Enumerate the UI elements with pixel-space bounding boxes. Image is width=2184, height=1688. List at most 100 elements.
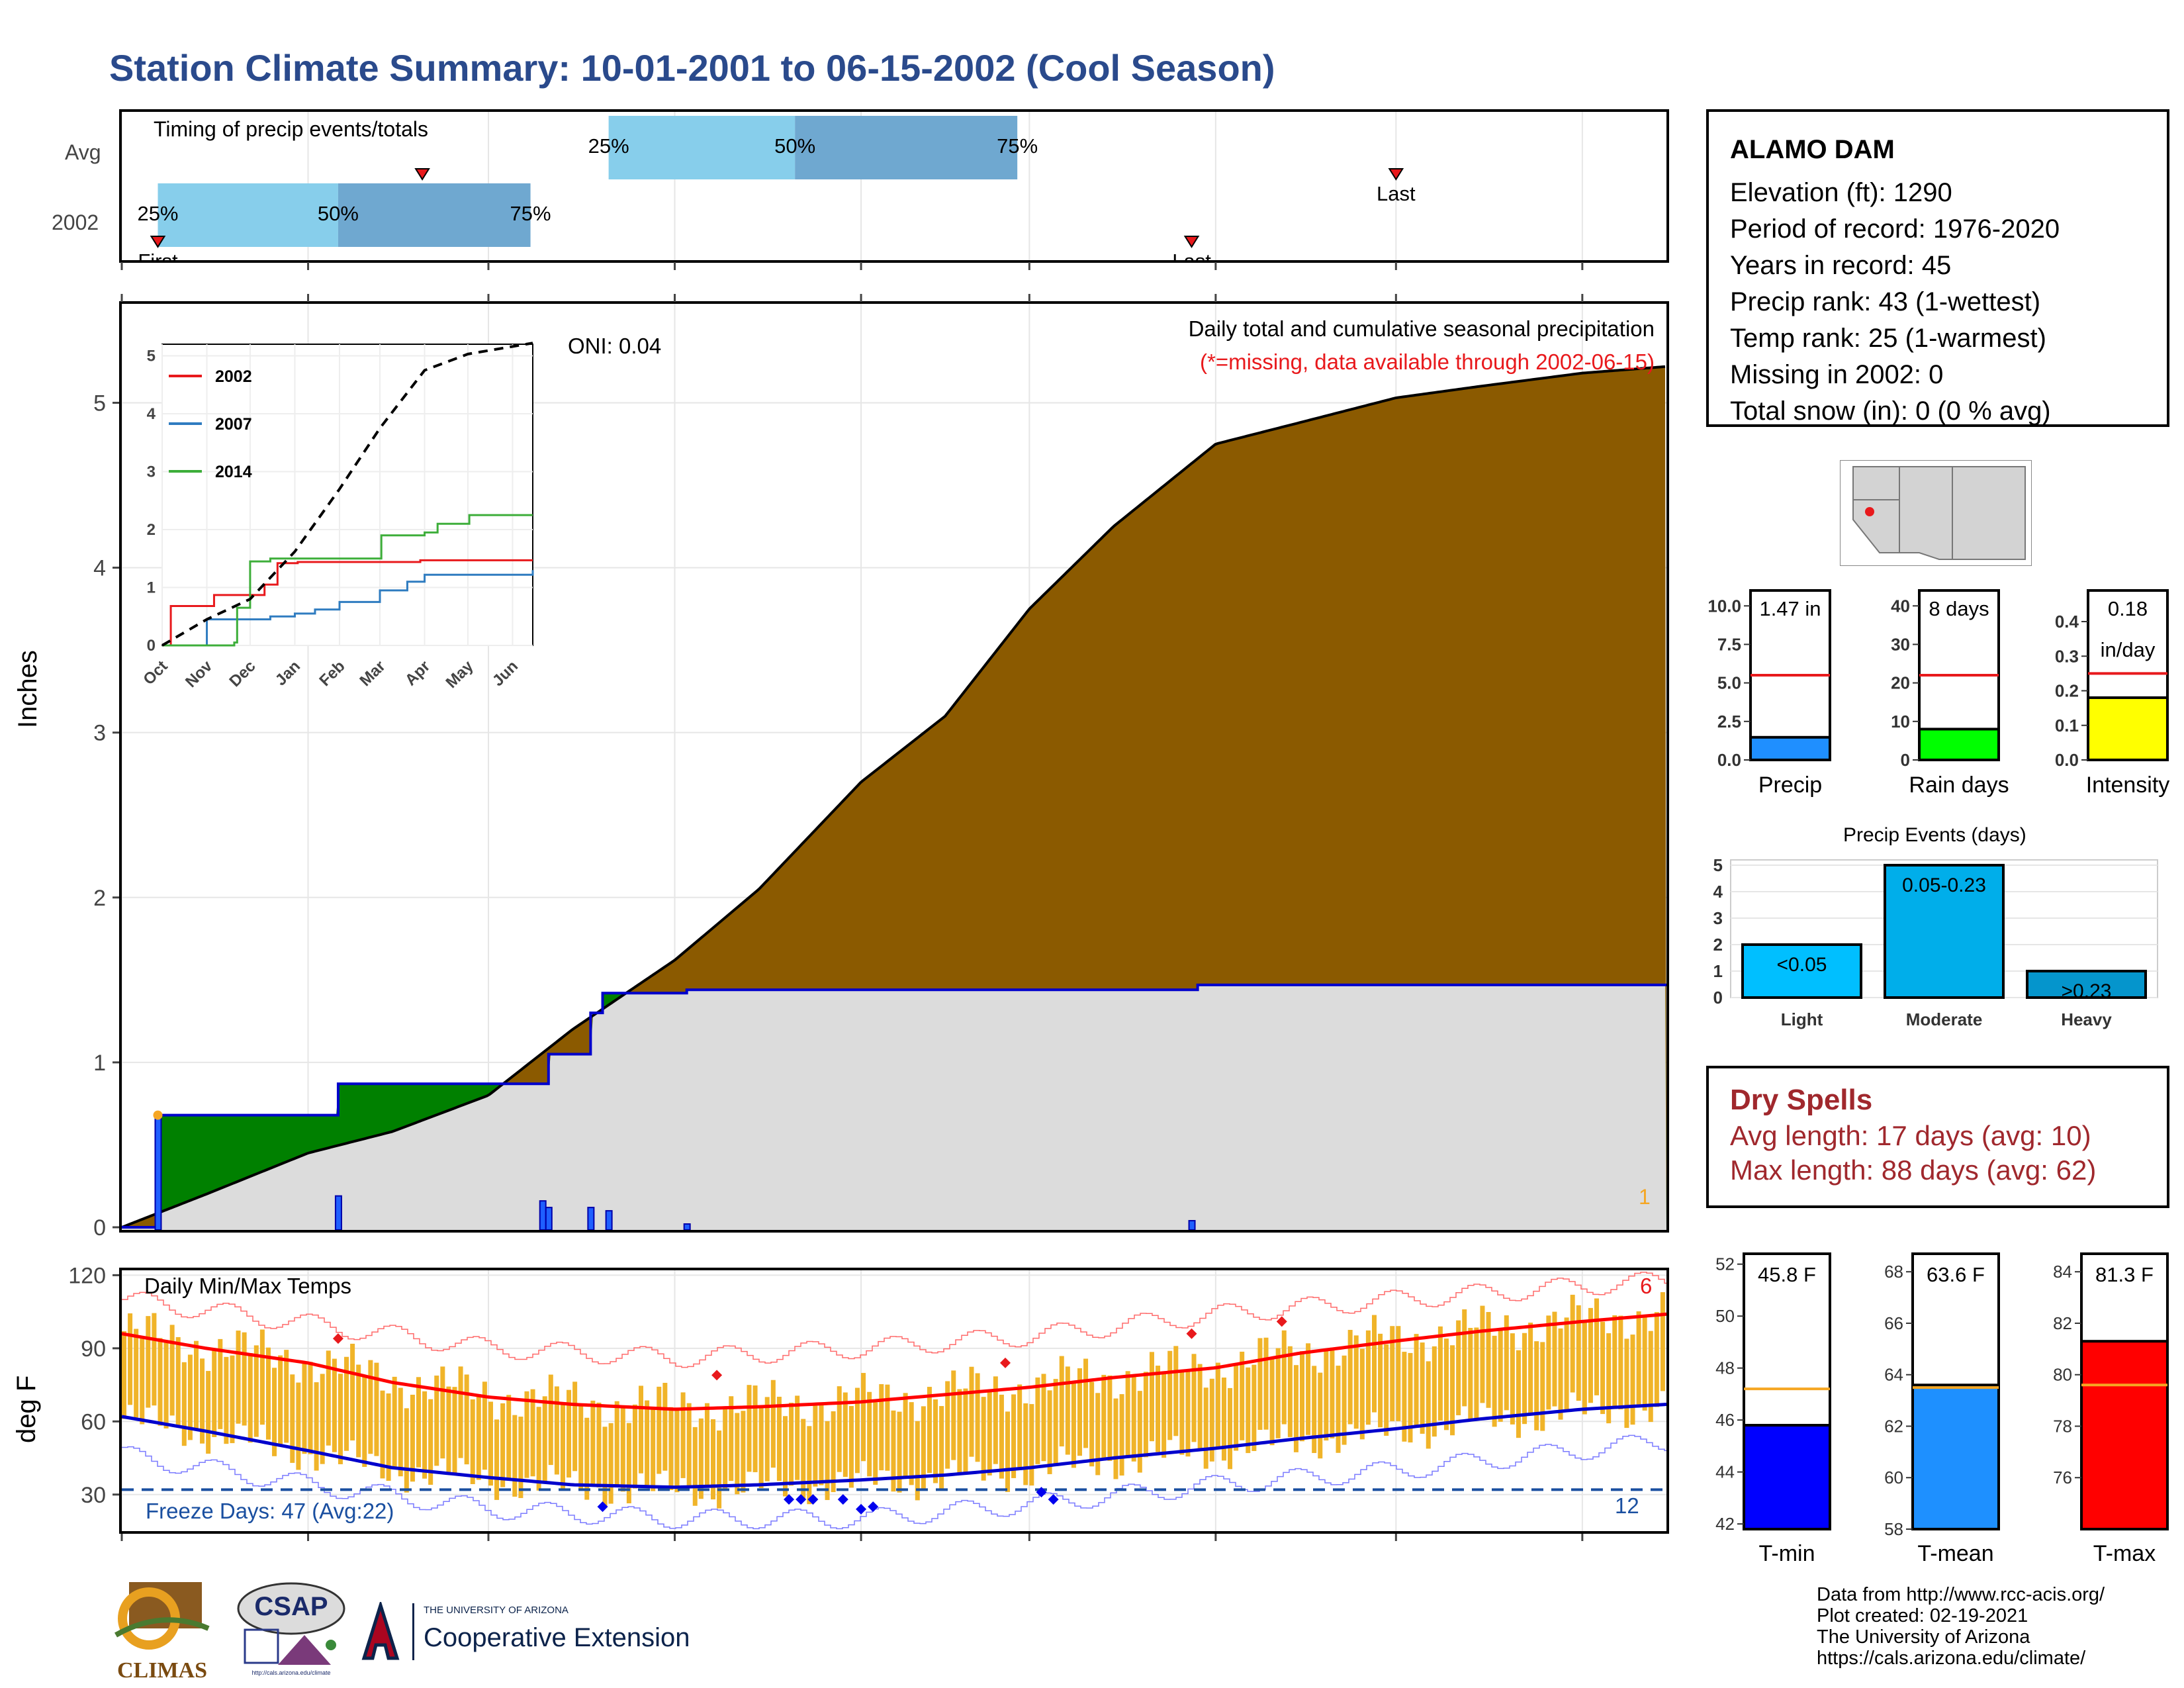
temp-daily-bar bbox=[470, 1399, 475, 1484]
temp-daily-bar bbox=[1167, 1350, 1173, 1440]
ua-small-text: THE UNIVERSITY OF ARIZONA bbox=[424, 1605, 569, 1616]
footer-university: The University of Arizona bbox=[1817, 1626, 2030, 1648]
temp-daily-bar bbox=[1347, 1330, 1353, 1425]
temp-daily-bar bbox=[1624, 1338, 1629, 1429]
precip-missing-note: (*=missing, data available through 2002-… bbox=[1199, 350, 1655, 374]
temp-daily-bar bbox=[506, 1395, 512, 1481]
station-info-panel: ALAMO DAM Elevation (ft): 1290 Period of… bbox=[1706, 109, 2169, 427]
temp-daily-bar bbox=[380, 1390, 385, 1479]
temp-daily-bar bbox=[662, 1383, 668, 1471]
inset-frame bbox=[161, 344, 533, 646]
temp-daily-bar bbox=[1221, 1378, 1226, 1461]
temp-daily-bar bbox=[500, 1403, 506, 1487]
temp-daily-bar bbox=[776, 1397, 782, 1481]
events-y-tick: 5 bbox=[1713, 855, 1723, 875]
temp-record-low-marker bbox=[868, 1501, 879, 1513]
temp-daily-bar bbox=[1390, 1326, 1395, 1421]
temp-daily-bar bbox=[1462, 1309, 1467, 1407]
temp-daily-bar bbox=[873, 1402, 878, 1485]
station-precip-rank: Precip rank: 43 (1-wettest) bbox=[1730, 287, 2041, 316]
precip-y-tick: 2 bbox=[93, 886, 106, 911]
temp-gauge-tick-label: 82 bbox=[2053, 1313, 2072, 1333]
temp-daily-bar bbox=[1426, 1361, 1431, 1449]
temp-record-high-marker bbox=[1000, 1357, 1011, 1368]
temp-record-low-marker bbox=[1036, 1487, 1047, 1498]
ua-a-logo bbox=[361, 1599, 400, 1660]
gauge-tick-label: 0.0 bbox=[1717, 750, 1741, 770]
temp-daily-bar bbox=[1588, 1307, 1593, 1403]
temp-daily-bar bbox=[128, 1313, 133, 1405]
temp-daily-bar bbox=[1618, 1315, 1623, 1410]
temp-daily-bar bbox=[488, 1401, 493, 1486]
temp-gauge-tick-label: 52 bbox=[1715, 1254, 1735, 1274]
events-y-tick: 3 bbox=[1713, 908, 1723, 928]
gauge-label: Rain days bbox=[1909, 773, 2009, 798]
gauge-tick-label: 10.0 bbox=[1707, 596, 1741, 616]
temp-daily-bar bbox=[789, 1403, 794, 1486]
temp-daily-bar bbox=[272, 1368, 277, 1456]
timing-bar-50-75 bbox=[338, 183, 531, 247]
precip-y-tick: 5 bbox=[93, 391, 106, 416]
temp-daily-bar bbox=[1125, 1371, 1130, 1458]
temp-daily-bar bbox=[1612, 1315, 1617, 1409]
temp-daily-bar bbox=[302, 1362, 307, 1454]
ua-big-text: Cooperative Extension bbox=[424, 1623, 690, 1652]
temp-gauge-value-bar bbox=[1911, 1383, 2000, 1530]
temp-daily-bar bbox=[464, 1374, 469, 1465]
temp-daily-bar bbox=[410, 1394, 415, 1482]
temp-daily-bar bbox=[1516, 1350, 1521, 1438]
temp-gauge-tick-label: 80 bbox=[2053, 1365, 2072, 1385]
temp-daily-bar bbox=[921, 1406, 926, 1489]
timing-pct-label: 50% bbox=[774, 134, 815, 158]
temp-daily-bar bbox=[657, 1386, 662, 1474]
temp-daily-bar bbox=[1197, 1364, 1203, 1450]
temp-record-low-marker bbox=[784, 1494, 795, 1505]
temp-daily-bar bbox=[1534, 1341, 1539, 1430]
gauge-value-bar bbox=[1918, 727, 2000, 761]
inset-legend-label: 2007 bbox=[215, 415, 252, 434]
temp-daily-bar bbox=[752, 1385, 758, 1472]
climas-logo-mark bbox=[114, 1582, 210, 1650]
temp-gauge-value-label: 45.8 F bbox=[1758, 1263, 1816, 1286]
station-period: Period of record: 1976-2020 bbox=[1730, 214, 2060, 244]
gauge-label: Precip bbox=[1758, 773, 1822, 798]
temp-record-high-marker bbox=[1276, 1316, 1287, 1327]
temp-daily-bar bbox=[1576, 1305, 1581, 1401]
events-chart: 0 1 2 3 4 5 <0.05 Light 0.05-0.23 Moderate >0.23 He… bbox=[1713, 855, 2158, 1029]
temp-daily-bar bbox=[1275, 1348, 1281, 1438]
temp-daily-bar bbox=[1660, 1292, 1665, 1391]
temp-daily-bar bbox=[861, 1373, 866, 1462]
temp-daily-bar bbox=[1600, 1321, 1606, 1415]
temp-daily-bar bbox=[692, 1427, 698, 1506]
temp-daily-bar bbox=[879, 1383, 884, 1471]
temp-daily-bar bbox=[548, 1374, 553, 1466]
temp-record-high-line bbox=[122, 1272, 1666, 1368]
station-elevation: Elevation (ft): 1290 bbox=[1730, 178, 1952, 207]
temp-gauges: 42 44 46 48 50 52 45.8 F T-min 58 60 62 64 66 68 63.6 … bbox=[1715, 1252, 2169, 1566]
precip-daily-bar bbox=[587, 1207, 595, 1230]
temp-gauge-tick-label: 60 bbox=[1884, 1468, 1903, 1487]
events-y-tick: 4 bbox=[1713, 882, 1723, 902]
temp-daily-bar bbox=[163, 1341, 169, 1429]
temp-gauge-tick-label: 78 bbox=[2053, 1416, 2072, 1436]
temp-daily-bar bbox=[1113, 1398, 1118, 1479]
temp-daily-bar bbox=[770, 1380, 776, 1468]
temp-daily-bar bbox=[362, 1376, 367, 1467]
temp-daily-bar bbox=[632, 1404, 637, 1489]
gauge-tick-label: 0.2 bbox=[2055, 681, 2079, 701]
temp-daily-bar bbox=[458, 1366, 463, 1458]
temp-record-low-marker bbox=[856, 1503, 867, 1515]
temp-gauge-tick-label: 46 bbox=[1715, 1410, 1735, 1430]
timing-marker bbox=[150, 236, 166, 248]
temp-daily-bar bbox=[1119, 1394, 1124, 1476]
temp-daily-bar bbox=[1432, 1346, 1437, 1437]
events-y-tick: 1 bbox=[1713, 961, 1723, 981]
inset-y-tick: 3 bbox=[147, 463, 156, 481]
temp-daily-bar bbox=[1414, 1334, 1419, 1427]
inset-legend-label: 2014 bbox=[215, 463, 252, 481]
precip-average-line bbox=[122, 365, 1666, 1229]
temp-daily-bar bbox=[1011, 1394, 1017, 1478]
inset-chart: Oct Nov Dec Jan Feb Mar Apr May Jun 0 1 2 3 4 5 2002 200… bbox=[140, 342, 534, 692]
temp-chart bbox=[122, 1270, 1666, 1531]
timing-bar-25-50 bbox=[608, 116, 796, 179]
